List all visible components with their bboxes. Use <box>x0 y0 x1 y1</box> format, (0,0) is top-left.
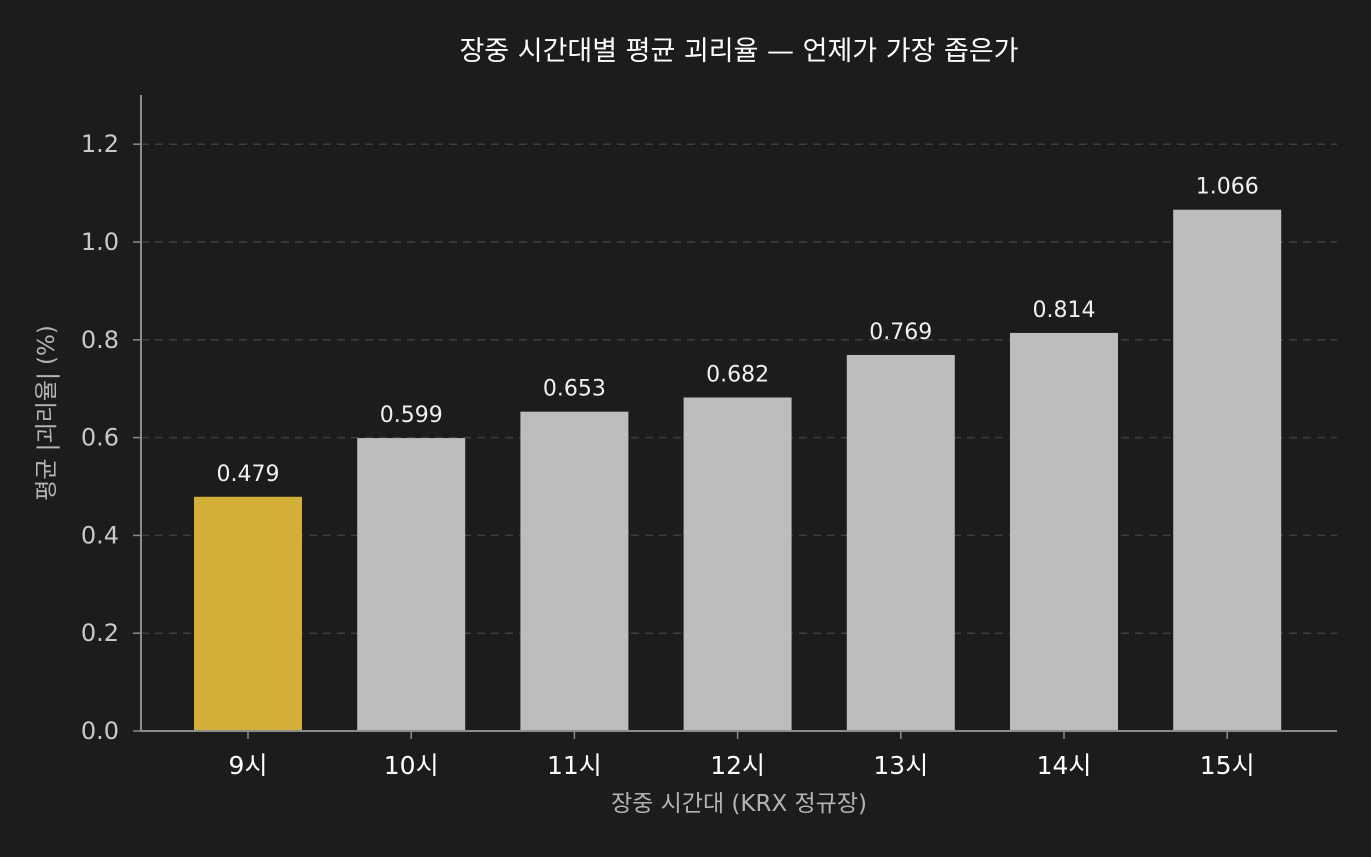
x-tick-label: 15시 <box>1200 751 1255 780</box>
y-tick-label: 0.8 <box>81 326 119 354</box>
bar-value-label: 1.066 <box>1196 175 1259 200</box>
bar-value-label: 0.653 <box>543 377 606 402</box>
y-tick-label: 0.2 <box>81 619 119 647</box>
y-tick-label: 0.0 <box>81 717 119 745</box>
y-tick-label: 0.4 <box>81 521 119 549</box>
bar <box>520 411 629 731</box>
y-tick-label: 0.6 <box>81 424 119 452</box>
value-labels: 0.479 0.599 0.653 0.682 0.769 0.814 1.066 <box>217 175 1259 487</box>
bar <box>357 438 466 731</box>
bar <box>1173 209 1282 731</box>
y-axis-label: 평균 |괴리율| (%) <box>34 325 60 501</box>
y-tick-label: 1.0 <box>81 228 119 256</box>
x-tick-label: 13시 <box>873 751 928 780</box>
bar <box>1010 332 1118 731</box>
bar-value-label: 0.814 <box>1033 298 1096 323</box>
bar-value-label: 0.682 <box>706 363 769 388</box>
bars <box>194 209 1282 731</box>
x-tick-label: 14시 <box>1037 751 1092 780</box>
y-ticks: 0.0 0.2 0.4 0.6 0.8 1.0 1.2 <box>81 130 141 745</box>
bar-value-label: 0.479 <box>217 462 280 487</box>
bar-value-label: 0.769 <box>869 320 932 345</box>
x-tick-label: 9시 <box>229 751 268 780</box>
x-ticks: 9시 10시 11시 12시 13시 14시 15시 <box>229 731 1255 780</box>
x-tick-label: 11시 <box>547 751 602 780</box>
bar <box>683 397 792 731</box>
bar <box>846 354 955 731</box>
bar-highlight <box>194 496 302 731</box>
chart-title: 장중 시간대별 평균 괴리율 — 언제가 가장 좁은가 <box>459 36 1018 67</box>
axes <box>140 95 1337 732</box>
y-tick-label: 1.2 <box>81 130 119 158</box>
x-tick-label: 12시 <box>710 751 765 780</box>
x-axis-label: 장중 시간대 (KRX 정규장) <box>611 791 867 817</box>
bar-value-label: 0.599 <box>380 403 443 428</box>
x-tick-label: 10시 <box>384 751 439 780</box>
gridlines <box>141 143 1337 634</box>
